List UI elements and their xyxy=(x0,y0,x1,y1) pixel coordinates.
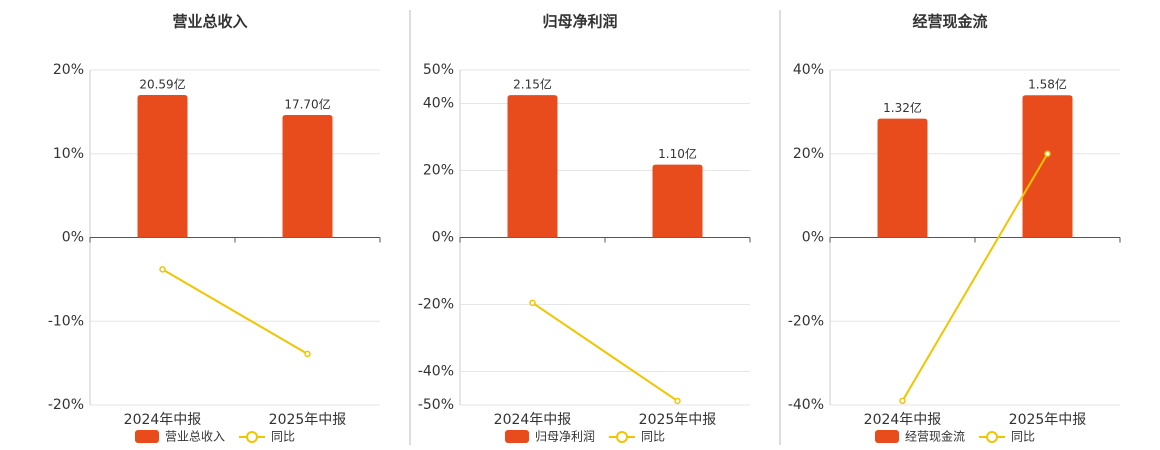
bar xyxy=(282,114,333,238)
y-tick-label: -40% xyxy=(418,364,454,380)
legend-label: 归母净利润 xyxy=(535,430,595,444)
bar xyxy=(507,95,558,238)
value-label: 17.70亿 xyxy=(284,96,330,111)
line-point xyxy=(304,350,311,358)
x-tick-label: 2024年中报 xyxy=(864,412,942,428)
y-tick-label: 0% xyxy=(62,230,84,246)
legend-label: 同比 xyxy=(641,430,665,444)
line-point xyxy=(159,266,166,273)
bar xyxy=(877,118,928,238)
bar xyxy=(652,164,703,238)
y-tick-label: -20% xyxy=(788,313,824,329)
line-point xyxy=(529,299,536,307)
y-tick-label: -20% xyxy=(418,297,454,313)
chart-title: 营业总收入 xyxy=(172,13,247,31)
y-tick-label: -20% xyxy=(48,397,84,413)
y-tick-label: 40% xyxy=(793,62,824,78)
legend-swatch xyxy=(505,430,529,443)
y-tick-label: 20% xyxy=(423,163,454,179)
line xyxy=(531,301,679,402)
value-label: 1.58亿 xyxy=(1028,77,1067,92)
x-tick-label: 2024年中报 xyxy=(124,412,202,428)
legend-label: 经营现金流 xyxy=(905,429,965,444)
legend-label: 营业总收入 xyxy=(165,430,225,444)
x-tick-label: 2025年中报 xyxy=(1009,412,1087,428)
x-tick-label: 2025年中报 xyxy=(639,412,717,428)
y-tick-label: 20% xyxy=(53,62,84,78)
value-label: 1.10亿 xyxy=(658,146,697,161)
y-tick-label: 20% xyxy=(793,146,824,162)
chart-title: 归母净利润 xyxy=(542,13,617,31)
legend-marker xyxy=(986,431,999,443)
legend-swatch xyxy=(875,430,899,443)
line xyxy=(901,153,1049,402)
x-tick-label: 2024年中报 xyxy=(494,412,572,428)
legend-marker xyxy=(616,431,629,443)
legend-swatch xyxy=(135,430,159,443)
legend-label: 同比 xyxy=(271,430,295,444)
line xyxy=(161,268,309,355)
value-label: 1.32亿 xyxy=(883,100,922,115)
chart-title: 经营现金流 xyxy=(912,13,987,31)
value-label: 20.59亿 xyxy=(139,76,185,91)
y-tick-label: 40% xyxy=(423,96,454,112)
y-tick-label: 0% xyxy=(802,230,824,246)
y-tick-label: 50% xyxy=(423,62,454,78)
y-tick-label: -10% xyxy=(48,313,84,329)
y-tick-label: -50% xyxy=(418,397,454,413)
line-point xyxy=(1044,150,1051,157)
x-tick-label: 2025年中报 xyxy=(269,412,347,428)
y-tick-label: 10% xyxy=(53,146,84,162)
legend-label: 同比 xyxy=(1011,430,1035,444)
bar xyxy=(1022,95,1073,238)
line-point xyxy=(674,397,681,405)
bar xyxy=(137,94,188,238)
line-point xyxy=(899,397,906,405)
y-tick-label: -40% xyxy=(788,397,824,413)
value-label: 2.15亿 xyxy=(513,77,552,92)
y-tick-label: 0% xyxy=(432,230,454,246)
legend-marker xyxy=(246,431,259,443)
